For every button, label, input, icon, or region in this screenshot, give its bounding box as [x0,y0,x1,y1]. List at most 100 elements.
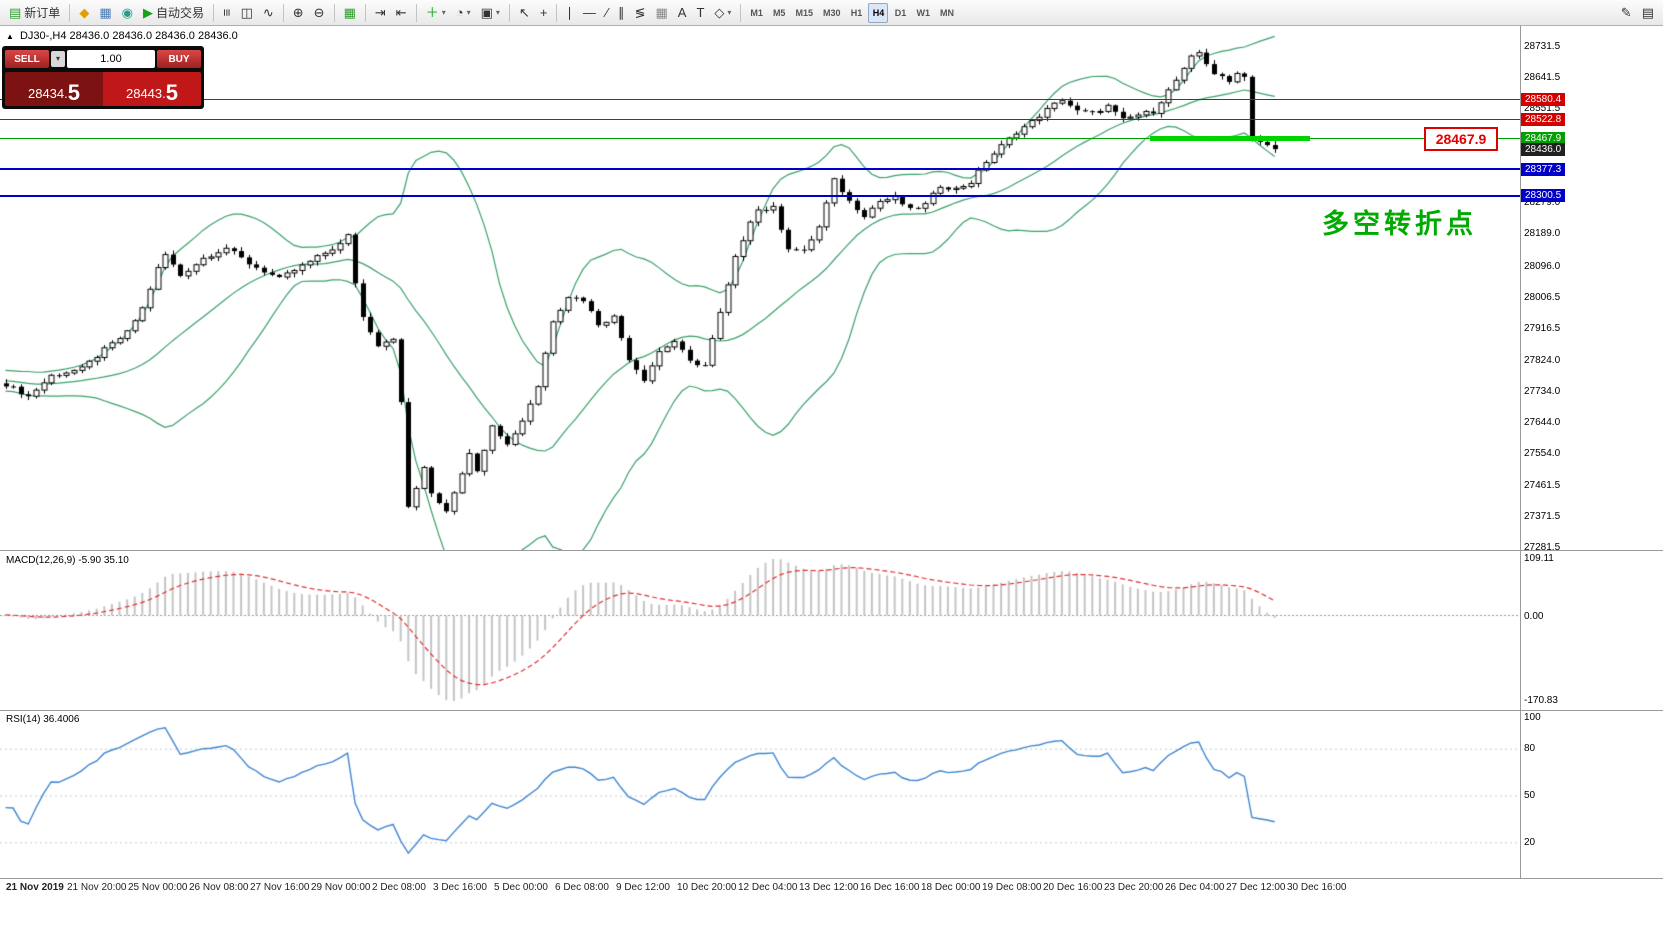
fibonacci-icon: ≶ [634,5,646,20]
toolbar-separator [69,3,71,22]
zoom-in-button[interactable]: ⊕ [289,3,308,23]
price-axis-label: 27371.5 [1524,510,1561,522]
buy-price-base: 28443. [125,86,166,101]
tf-m30-button[interactable]: M30 [819,3,845,23]
chart-candles-button[interactable]: ◫ [237,3,257,23]
tf-m15-button[interactable]: M15 [791,3,817,23]
time-axis-label: 10 Dec 20:00 [677,882,737,893]
text-icon: A [677,5,687,20]
data-window-button[interactable]: ▦ [95,3,115,23]
horizontal-line-28467.9[interactable] [0,137,1520,139]
tf-h4-button[interactable]: H4 [868,2,889,23]
tf-m1-button[interactable]: M1 [746,3,767,23]
tf-d1-button[interactable]: D1 [890,3,910,23]
time-axis-label: 12 Dec 04:00 [738,882,798,893]
sell-button[interactable]: SELL [5,50,49,68]
time-axis-label: 9 Dec 12:00 [616,882,670,893]
vertical-line-button[interactable]: ∣ [562,3,577,23]
grid-tool-button[interactable]: ▦ [651,3,671,23]
chart-bars-icon: ≡ [219,8,235,17]
horizontal-line-28522.8[interactable] [0,118,1520,120]
price-axis-label: 27644.0 [1524,416,1561,428]
tf-m15-label: M15 [795,7,813,18]
market-watch-icon: ◆ [79,5,90,20]
trendline-button[interactable]: ∕ [602,3,612,23]
buy-button[interactable]: BUY [157,50,201,68]
tf-m1-label: M1 [750,7,763,18]
layout-tool-button[interactable]: ▤ [1638,3,1658,23]
market-watch-button[interactable]: ◆ [75,3,93,23]
price-axis-label: 27554.0 [1524,447,1561,459]
tf-w1-button[interactable]: W1 [912,3,934,23]
time-axis-label: 21 Nov 2019 [6,882,64,893]
zoom-out-button[interactable]: ⊖ [310,3,329,23]
crosshair-button[interactable]: + [536,3,552,23]
trendline-icon: ∕ [605,5,609,20]
horizontal-line-28580.4[interactable] [0,98,1520,100]
chart-bars-button[interactable]: ≡ [219,3,235,23]
fibonacci-button[interactable]: ≶ [631,3,650,23]
new-order-label: 新订单 [24,6,61,20]
edit-tool-icon: ✎ [1620,5,1632,20]
time-axis-label: 27 Nov 16:00 [250,882,310,893]
navigator-icon: ◉ [121,5,133,20]
time-axis-label: 19 Dec 08:00 [982,882,1042,893]
volume-spinner[interactable]: ▾ [51,51,65,67]
chart-shift-icon: ⇤ [395,5,407,20]
chart-shift-button[interactable]: ⇤ [392,3,411,23]
price-callout-box[interactable]: 28467.9 [1424,127,1498,152]
equidistant-channel-icon: ∥ [618,5,625,20]
periods-button[interactable]: ◔ ▾ [452,3,475,23]
price-axis-label: 28096.0 [1524,260,1561,272]
chart-line-button[interactable]: ∿ [259,3,278,23]
toolbar-separator [556,3,558,22]
chart-line-icon: ∿ [262,5,274,20]
rsi-scale-label: 50 [1524,790,1536,801]
arrows-button[interactable]: ◇ ▾ [710,3,735,23]
text-button[interactable]: A [674,3,691,23]
periods-caret-icon: ▾ [466,8,471,17]
layout-tool-icon: ▤ [1641,5,1654,20]
volume-input[interactable] [67,50,155,68]
new-order-button[interactable]: ▤ 新订单 [5,3,64,23]
tf-h1-button[interactable]: H1 [846,3,866,23]
chart-ohlc-title: ▲ DJ30-,H4 28436.0 28436.0 28436.0 28436… [6,30,238,42]
text-label-button[interactable]: T [692,3,708,23]
indicators-caret-icon: ▾ [441,8,446,17]
macd-indicator-canvas[interactable] [0,551,1520,709]
auto-scroll-button[interactable]: ⇥ [371,3,390,23]
edit-tool-button[interactable]: ✎ [1617,3,1636,23]
tf-m5-label: M5 [772,7,786,18]
price-axis-label: 27824.0 [1524,354,1561,366]
support-highlight-segment[interactable] [1150,135,1310,141]
panel-separator-rsi[interactable] [0,710,1663,711]
toolbar-separator [212,3,214,22]
autotrading-button[interactable]: ▶ 自动交易 [139,3,208,23]
horizontal-line-tool-button[interactable]: ― [579,3,600,23]
navigator-button[interactable]: ◉ [118,3,137,23]
time-axis-label: 6 Dec 08:00 [555,882,609,893]
zoom-in-icon: ⊕ [292,5,304,20]
arrows-caret-icon: ▾ [727,8,732,17]
text-label-icon: T [696,5,705,20]
tf-d1-label: D1 [894,7,907,18]
templates-button[interactable]: ▣ ▾ [477,3,504,23]
time-axis-label: 2 Dec 08:00 [372,882,426,893]
horizontal-line-28377.3[interactable] [0,168,1520,171]
cursor-button[interactable]: ↖ [515,3,534,23]
equidistant-channel-button[interactable]: ∥ [614,3,629,23]
indicators-button[interactable]: ＋ ▾ [422,3,450,23]
time-axis-label: 18 Dec 00:00 [921,882,981,893]
tf-m5-button[interactable]: M5 [769,3,790,23]
buy-price-button[interactable]: 28443. 5 [103,72,201,106]
panel-separator-macd[interactable] [0,550,1663,551]
tf-mn-button[interactable]: MN [936,3,958,23]
horizontal-line-28300.5[interactable] [0,194,1520,197]
tile-windows-button[interactable]: ▦ [340,3,360,23]
rsi-indicator-canvas[interactable] [0,711,1520,877]
macd-scale-label: -170.83 [1524,695,1558,706]
vertical-line-icon: ∣ [566,5,573,20]
sell-price-button[interactable]: 28434. 5 [5,72,103,106]
tf-m30-label: M30 [822,7,841,18]
price-chart-canvas[interactable] [0,26,1520,550]
